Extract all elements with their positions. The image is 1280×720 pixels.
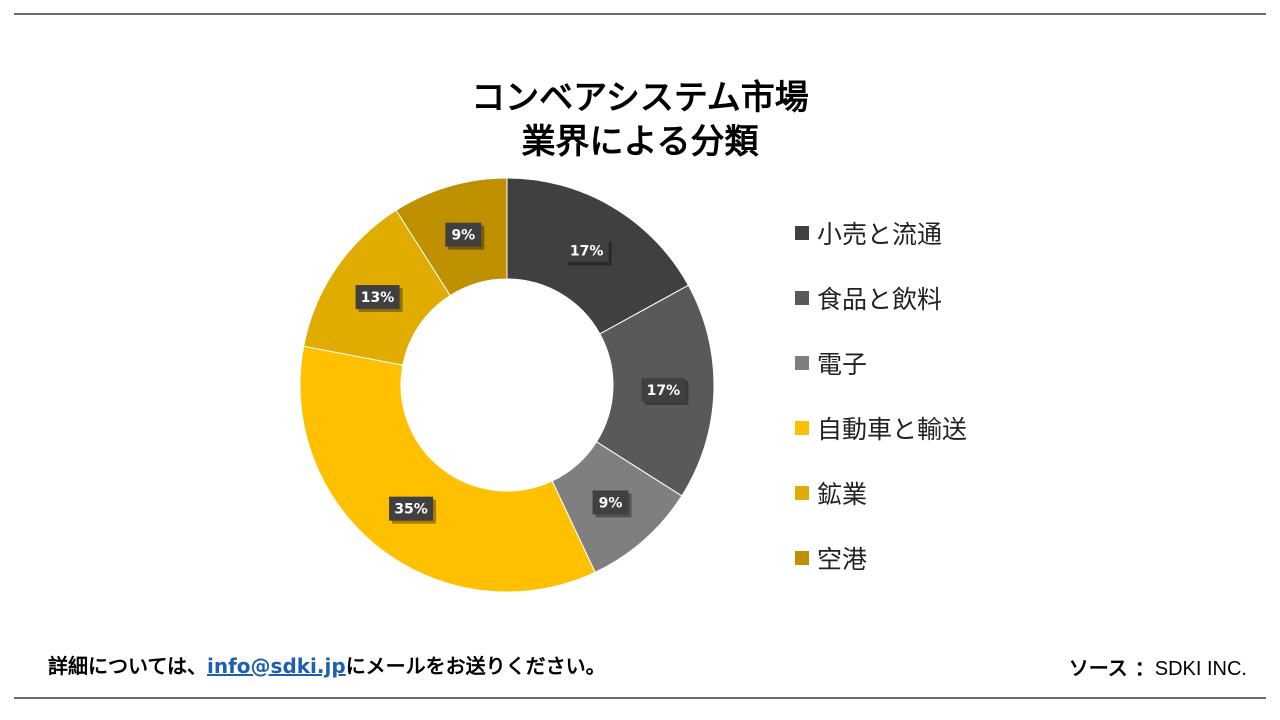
chart-title-line-2: 業界による分類	[521, 122, 759, 162]
svg-text:13%: 13%	[361, 290, 395, 306]
legend-label: 食品と飲料	[817, 284, 943, 314]
legend-item-4: 自動車と輸送	[795, 395, 967, 460]
contact-note: 詳細については、info@sdki.jpにメールをお送りください。	[48, 650, 606, 679]
legend-item-3: 電子	[795, 330, 967, 395]
legend-label: 電子	[817, 349, 868, 379]
data-label-3: 9%	[592, 490, 632, 518]
legend-swatch	[795, 550, 809, 565]
legend-label: 小売と流通	[817, 219, 943, 249]
contact-suffix: にメールをお送りください。	[345, 654, 606, 678]
legend-item-1: 小売と流通	[795, 200, 967, 265]
svg-text:35%: 35%	[394, 502, 428, 518]
data-label-6: 9%	[445, 222, 485, 250]
legend-label: 自動車と輸送	[817, 414, 968, 444]
legend-item-6: 空港	[795, 525, 967, 590]
legend-swatch	[795, 225, 809, 240]
source-note: ソース ：SDKI INC.	[1069, 652, 1247, 681]
legend-label: 鉱業	[817, 479, 868, 509]
legend-swatch	[795, 290, 809, 305]
svg-text:17%: 17%	[647, 383, 681, 399]
legend-swatch	[795, 420, 809, 435]
chart-title: コンベアシステム市場 業界による分類	[340, 76, 940, 164]
legend-item-5: 鉱業	[795, 460, 967, 525]
chart-legend: 小売と流通食品と飲料電子自動車と輸送 鉱業空港	[795, 200, 967, 590]
donut-slice-4	[299, 345, 596, 593]
donut-chart: 17% 17% 9% 35% 13% 9%	[299, 177, 715, 593]
legend-item-2: 食品と飲料	[795, 265, 967, 330]
bottom-divider	[14, 697, 1266, 699]
chart-title-line-1: コンベアシステム市場	[471, 78, 809, 118]
legend-swatch	[795, 485, 809, 500]
source-value: SDKI INC.	[1154, 658, 1247, 680]
data-label-4: 35%	[389, 496, 437, 524]
contact-prefix: 詳細については、	[48, 654, 207, 678]
svg-text:9%: 9%	[599, 495, 623, 511]
legend-label: 空港	[817, 544, 868, 574]
legend-swatch	[795, 355, 809, 370]
contact-email-link[interactable]: info@sdki.jp	[207, 654, 346, 678]
top-divider	[14, 13, 1266, 15]
data-label-1: 17%	[564, 238, 612, 266]
svg-text:17%: 17%	[570, 243, 604, 259]
svg-text:9%: 9%	[451, 228, 475, 244]
data-label-5: 13%	[355, 285, 403, 313]
source-label: ソース ：	[1068, 656, 1155, 680]
data-label-2: 17%	[641, 377, 689, 405]
